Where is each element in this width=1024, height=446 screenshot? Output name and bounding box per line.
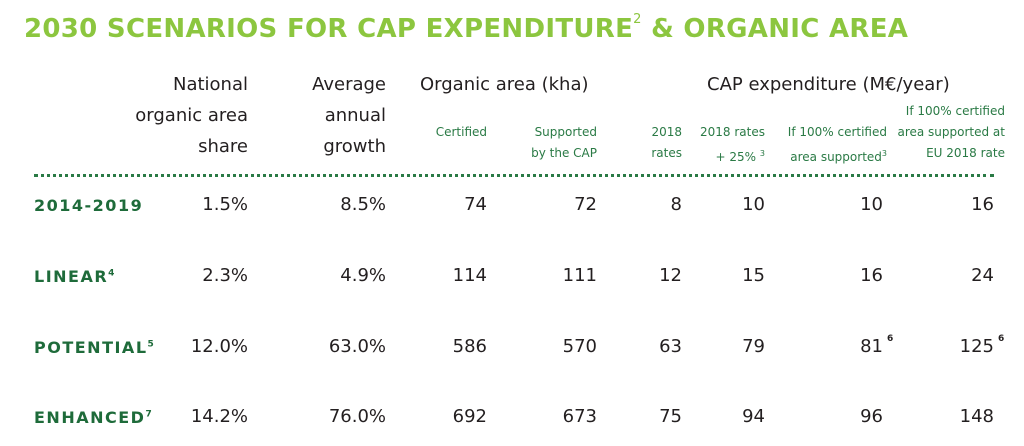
header-national-share: National organic area share xyxy=(135,74,248,157)
cell-growth: 8.5% xyxy=(340,194,386,215)
cell-r2018: 12 xyxy=(659,265,682,286)
header-organic-area: Organic area (kha) xyxy=(420,74,589,95)
cell-if100: 16 xyxy=(860,265,883,286)
row-label: LINEAR4 xyxy=(34,267,115,286)
row-label: ENHANCED7 xyxy=(34,408,152,427)
row-label: POTENTIAL5 xyxy=(34,338,154,357)
cell-growth: 4.9% xyxy=(340,265,386,286)
header-2018-rates: 2018 rates xyxy=(651,125,682,160)
cell-eu: 148 xyxy=(959,406,994,427)
cell-supported: 570 xyxy=(562,336,597,357)
cell-share: 14.2% xyxy=(190,406,248,427)
header-supported: Supported by the CAP xyxy=(531,125,597,160)
cell-r25: 79 xyxy=(742,336,765,357)
cell-growth: 63.0% xyxy=(328,336,386,357)
row-label: 2014-2019 xyxy=(34,196,144,215)
cell-eu: 24 xyxy=(971,265,994,286)
cell-if100: 10 xyxy=(860,194,883,215)
header-cap-expenditure: CAP expenditure (M€/year) xyxy=(707,74,950,95)
cell-r25: 15 xyxy=(742,265,765,286)
cell-share: 12.0% xyxy=(190,336,248,357)
cell-r2018: 63 xyxy=(659,336,682,357)
cell-supported: 111 xyxy=(562,265,597,286)
cell-r2018: 8 xyxy=(670,194,682,215)
cell-certified: 74 xyxy=(464,194,487,215)
header-2018-rates-25: 2018 rates + 25% 3 xyxy=(700,125,765,164)
cell-supported: 673 xyxy=(562,406,597,427)
cell-if100: 81 6 xyxy=(860,334,894,357)
cell-certified: 692 xyxy=(452,406,487,427)
cell-share: 2.3% xyxy=(202,265,248,286)
cell-eu: 125 6 xyxy=(959,334,1005,357)
cell-r2018: 75 xyxy=(659,406,682,427)
cell-if100: 96 xyxy=(860,406,883,427)
cell-eu: 16 xyxy=(971,194,994,215)
cell-share: 1.5% xyxy=(202,194,248,215)
cell-supported: 72 xyxy=(574,194,597,215)
cell-r25: 94 xyxy=(742,406,765,427)
header-annual-growth: Average annual growth xyxy=(312,74,386,157)
dotted-divider xyxy=(34,174,994,177)
page-title: 2030 SCENARIOS FOR CAP EXPENDITURE2 & OR… xyxy=(24,12,909,44)
header-if-100-certified: If 100% certified area supported3 xyxy=(787,125,887,164)
header-certified: Certified xyxy=(435,125,487,139)
cell-growth: 76.0% xyxy=(328,406,386,427)
header-if-100-eu-rate: If 100% certified area supported at EU 201… xyxy=(897,104,1005,160)
cell-r25: 10 xyxy=(742,194,765,215)
cell-certified: 114 xyxy=(452,265,487,286)
cell-certified: 586 xyxy=(452,336,487,357)
